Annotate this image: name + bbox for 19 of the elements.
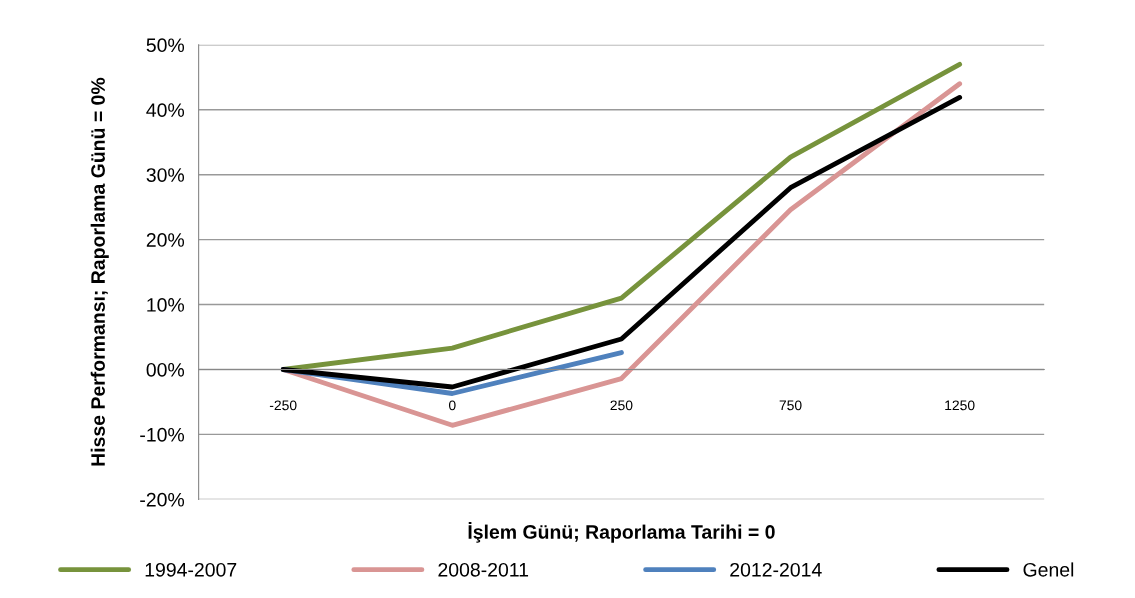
y-tick-label: 20% (146, 233, 185, 247)
y-tick-label: -10% (140, 427, 185, 442)
x-tick-label: 0 (448, 400, 456, 411)
legend-label: 1994-2007 (145, 562, 237, 577)
x-tick-label: -250 (269, 400, 297, 411)
legend-label: 2008-2011 (438, 562, 529, 577)
x-tick-label: 250 (610, 400, 633, 411)
x-axis-title: İşlem Günü; Raporlama Tarihi = 0 (468, 522, 775, 543)
legend-label: 2012-2014 (730, 562, 822, 577)
y-tick-label: 10% (147, 298, 185, 312)
y-tick-label: 00% (146, 362, 185, 377)
y-tick-label: -20% (140, 492, 185, 507)
x-tick-label: 1250 (945, 400, 975, 411)
x-tick-label: 750 (779, 400, 802, 411)
y-axis-title: Hisse Performansı; Raporlama Günü = 0% (90, 77, 109, 466)
y-tick-label: 40% (146, 103, 185, 118)
y-tick-label: 50% (146, 38, 185, 53)
legend-label: Genel (1023, 562, 1074, 577)
y-tick-label: 30% (146, 168, 185, 182)
